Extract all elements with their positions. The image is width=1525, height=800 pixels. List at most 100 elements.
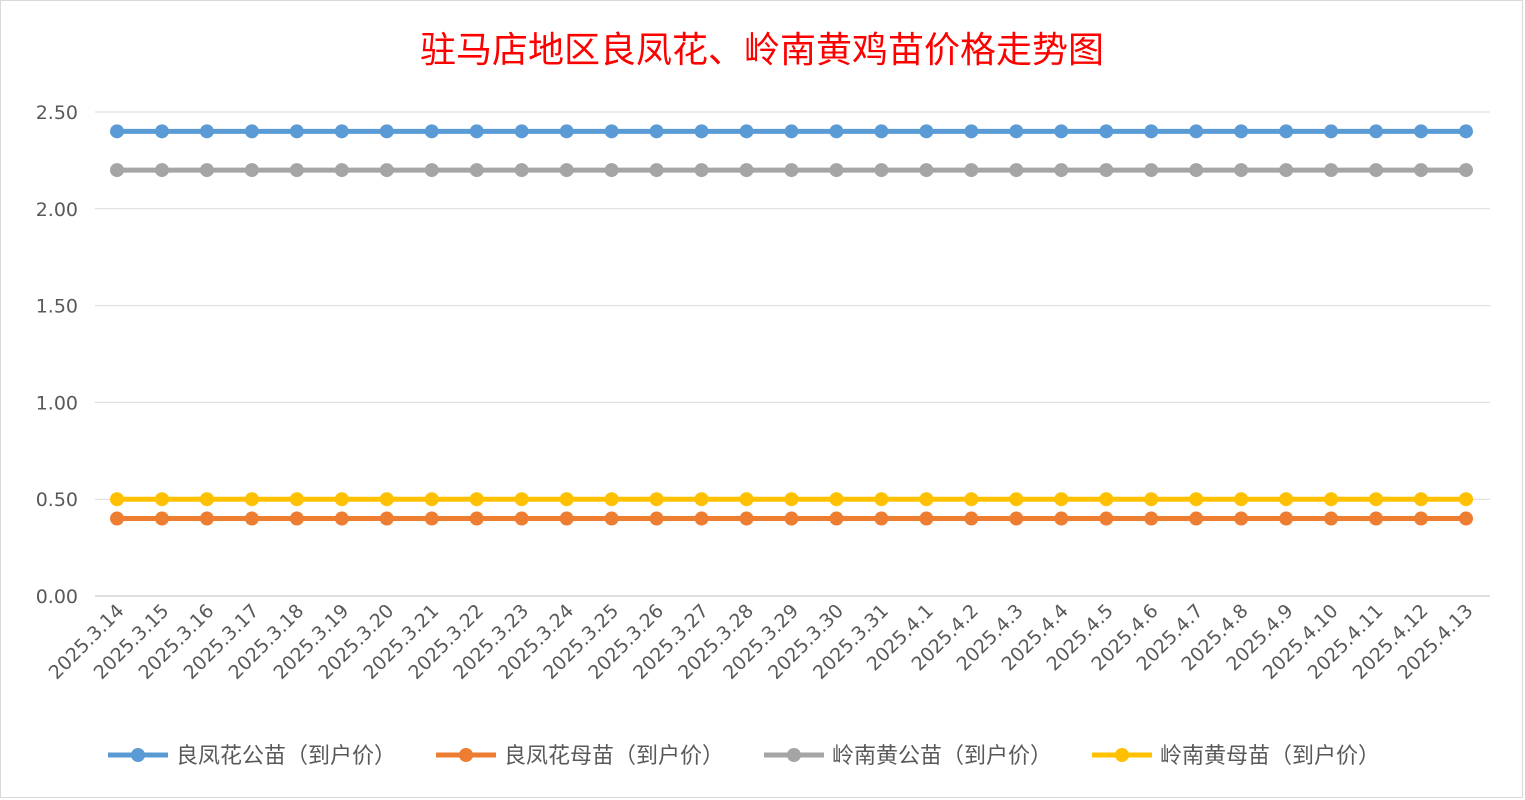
data-point <box>1459 163 1473 178</box>
data-point <box>1189 492 1204 507</box>
data-point <box>694 163 709 178</box>
data-point <box>199 492 214 507</box>
data-point <box>739 163 754 178</box>
data-point <box>649 124 664 139</box>
data-point <box>1324 511 1339 526</box>
y-tick-label: 2.00 <box>36 199 78 221</box>
data-point <box>874 163 889 178</box>
data-point <box>110 163 124 178</box>
data-point <box>1459 124 1473 139</box>
data-point <box>1054 511 1069 526</box>
data-point <box>964 511 979 526</box>
legend-item: 岭南黄公苗（到户价） <box>764 744 1052 769</box>
legend-item: 良凤花公苗（到户价） <box>108 744 396 769</box>
data-point <box>154 124 169 139</box>
legend: 良凤花公苗（到户价） 良凤花母苗（到户价） 岭南黄公苗（到户价） 岭南黄母苗（到户价） <box>108 744 1380 769</box>
data-point <box>559 511 574 526</box>
data-point <box>649 511 664 526</box>
data-point <box>1189 124 1204 139</box>
y-tick-label: 2.50 <box>36 102 78 124</box>
data-point <box>1009 492 1024 507</box>
data-point <box>244 492 259 507</box>
data-point <box>1234 511 1249 526</box>
data-point <box>199 163 214 178</box>
data-point <box>1324 492 1339 507</box>
data-point <box>1009 124 1024 139</box>
data-point <box>1414 163 1429 178</box>
data-point <box>964 124 979 139</box>
data-point <box>469 511 484 526</box>
data-point <box>1234 163 1249 178</box>
data-point <box>334 124 349 139</box>
data-point <box>334 163 349 178</box>
legend-marker <box>459 748 473 762</box>
data-point <box>1144 511 1159 526</box>
data-point <box>784 492 799 507</box>
data-point <box>1099 163 1114 178</box>
data-point <box>1369 124 1384 139</box>
data-point <box>694 511 709 526</box>
data-point <box>784 511 799 526</box>
data-point <box>289 163 304 178</box>
data-point <box>559 163 574 178</box>
data-point <box>1054 492 1069 507</box>
series-4 <box>110 492 1473 507</box>
data-point <box>110 124 124 139</box>
data-point <box>739 511 754 526</box>
data-point <box>289 511 304 526</box>
legend-label: 岭南黄母苗（到户价） <box>1160 744 1380 769</box>
data-point <box>919 124 934 139</box>
data-point <box>1099 124 1114 139</box>
data-point <box>1234 492 1249 507</box>
data-point <box>649 163 664 178</box>
data-point <box>1189 163 1204 178</box>
data-point <box>559 124 574 139</box>
data-point <box>379 124 394 139</box>
data-point <box>424 511 439 526</box>
series-2 <box>110 511 1473 526</box>
y-tick-label: 1.50 <box>36 296 78 318</box>
data-point <box>1054 163 1069 178</box>
data-point <box>1144 124 1159 139</box>
series-1 <box>110 124 1473 139</box>
data-point <box>694 124 709 139</box>
data-point <box>1234 124 1249 139</box>
data-point <box>829 492 844 507</box>
data-point <box>1414 124 1429 139</box>
data-point <box>244 163 259 178</box>
legend-label: 良凤花公苗（到户价） <box>176 744 396 769</box>
data-point <box>424 124 439 139</box>
data-point <box>199 124 214 139</box>
data-point <box>604 124 619 139</box>
data-point <box>874 511 889 526</box>
series-3 <box>110 163 1473 178</box>
data-point <box>154 492 169 507</box>
data-point <box>334 511 349 526</box>
data-point <box>1189 511 1204 526</box>
data-point <box>739 492 754 507</box>
y-tick-label: 0.00 <box>36 586 78 608</box>
data-point <box>1324 163 1339 178</box>
data-point <box>514 163 529 178</box>
data-point <box>784 124 799 139</box>
data-point <box>604 511 619 526</box>
y-axis-tick-labels: 0.00 0.50 1.00 1.50 2.00 2.50 <box>36 102 78 608</box>
data-point <box>874 124 889 139</box>
data-point <box>1459 492 1473 507</box>
data-point <box>110 492 124 507</box>
data-point <box>1279 492 1294 507</box>
data-point <box>829 163 844 178</box>
data-point <box>919 492 934 507</box>
data-point <box>739 124 754 139</box>
data-point <box>829 124 844 139</box>
data-point <box>829 511 844 526</box>
data-point <box>424 163 439 178</box>
data-point <box>289 492 304 507</box>
data-point <box>1099 511 1114 526</box>
legend-label: 岭南黄公苗（到户价） <box>832 744 1052 769</box>
series-lines <box>110 124 1473 526</box>
data-point <box>604 163 619 178</box>
data-point <box>1369 163 1384 178</box>
data-point <box>1009 511 1024 526</box>
